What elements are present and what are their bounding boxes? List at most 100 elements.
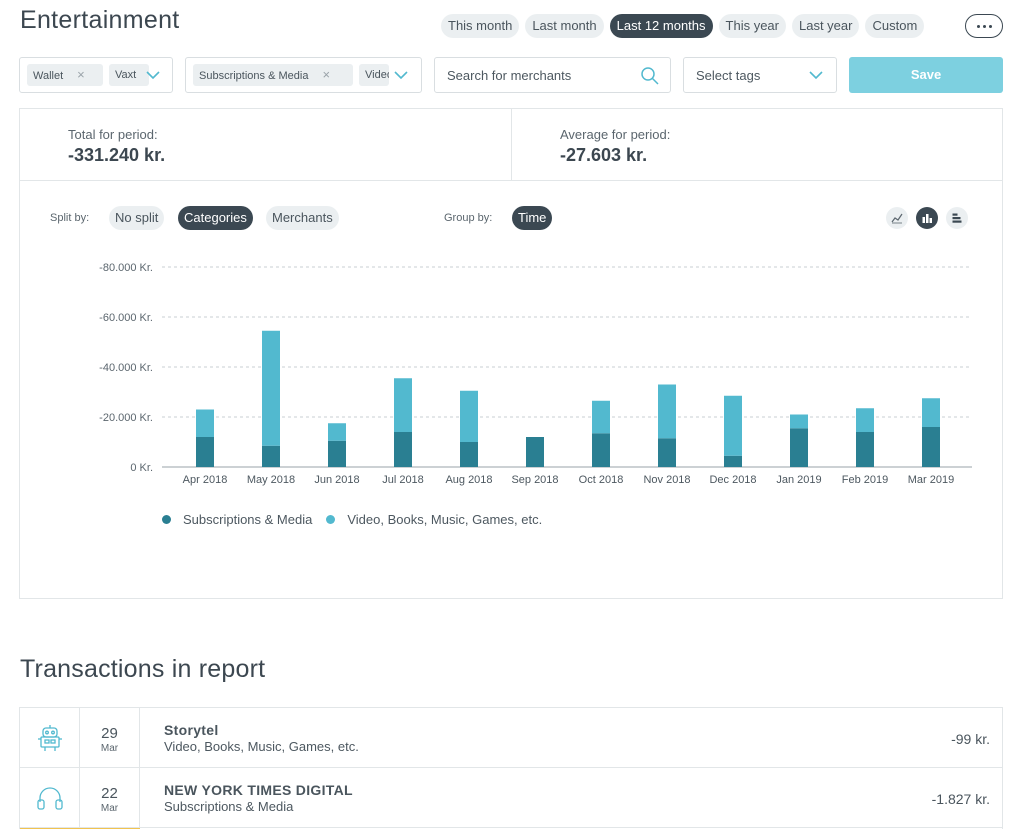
- y-tick-label: -80.000 Kr.: [99, 262, 153, 274]
- group-time[interactable]: Time: [512, 206, 553, 230]
- x-tick-label: Aug 2018: [445, 474, 492, 486]
- x-tick-label: Feb 2019: [842, 474, 888, 486]
- close-icon[interactable]: ×: [322, 67, 331, 82]
- x-tick-label: Sep 2018: [511, 474, 558, 486]
- legend-dot: [162, 515, 171, 524]
- legend-dot: [326, 515, 336, 524]
- x-tick-label: Jun 2018: [314, 474, 359, 486]
- transaction-category: Subscriptions & Media: [164, 799, 294, 814]
- headphones-icon: [20, 768, 80, 827]
- period-last-month[interactable]: Last month: [525, 14, 604, 38]
- bar-video-oct-2018: [592, 400, 610, 434]
- chip-label: Subscriptions & Media: [199, 70, 309, 82]
- x-tick-label: Nov 2018: [643, 474, 690, 486]
- bar-subscriptions-mar-2019: [922, 427, 940, 467]
- total-value: -331.240 kr.: [68, 145, 166, 165]
- split-by-label: Split by:: [50, 212, 90, 224]
- transaction-merchant: NEW YORK TIMES DIGITAL: [164, 782, 353, 798]
- transaction-day: 29: [101, 725, 118, 742]
- legend-label: Subscriptions & Media: [183, 512, 313, 527]
- account-chip-wallet[interactable]: Wallet ×: [27, 64, 103, 86]
- period-last-12-months[interactable]: Last 12 months: [609, 14, 713, 38]
- dot-icon: [976, 24, 980, 28]
- transaction-category: Video, Books, Music, Games, etc.: [164, 739, 359, 754]
- bar-subscriptions-jan-2019: [790, 428, 808, 467]
- table-row[interactable]: 22 Mar NEW YORK TIMES DIGITAL Subscripti…: [19, 768, 1003, 828]
- group-by-label: Group by:: [444, 212, 493, 224]
- bar-video-mar-2019: [922, 398, 940, 427]
- report-panel: Total for period: -331.240 kr. Average f…: [19, 108, 1003, 599]
- x-tick-label: Oct 2018: [579, 474, 624, 486]
- y-tick-label: -20.000 Kr.: [99, 412, 153, 424]
- close-icon[interactable]: ×: [77, 67, 85, 82]
- transaction-month: Mar: [100, 803, 119, 814]
- line-chart-icon[interactable]: [886, 207, 908, 229]
- average-label: Average for period:: [560, 127, 671, 142]
- chevron-down-icon[interactable]: [145, 68, 161, 82]
- bar-subscriptions-jun-2018: [328, 440, 346, 467]
- period-this-month[interactable]: This month: [441, 14, 520, 38]
- transaction-day: 22: [101, 785, 118, 802]
- bar-subscriptions-aug-2018: [460, 442, 478, 467]
- period-custom[interactable]: Custom: [865, 14, 925, 38]
- bar-subscriptions-oct-2018: [592, 433, 610, 467]
- transactions-title: Transactions in report: [20, 655, 266, 683]
- legend-item-subscriptions[interactable]: Subscriptions & Media: [162, 512, 312, 527]
- bar-video-apr-2018: [196, 409, 214, 437]
- legend-item-video[interactable]: Video, Books, Music, Games, etc.: [326, 512, 542, 527]
- horizontal-bar-chart-icon[interactable]: [946, 207, 968, 229]
- search-placeholder: Search for merchants: [447, 68, 572, 83]
- more-options-button[interactable]: [965, 14, 1003, 38]
- account-filter[interactable]: Wallet × Vaxt: [19, 57, 173, 93]
- dot-icon: [988, 24, 992, 28]
- x-tick-label: Mar 2019: [908, 474, 954, 486]
- x-tick-label: Dec 2018: [709, 474, 756, 486]
- bar-video-dec-2018: [724, 395, 742, 456]
- y-tick-label: 0 Kr.: [130, 462, 153, 474]
- x-tick-label: Jul 2018: [382, 474, 424, 486]
- x-tick-label: Apr 2018: [183, 474, 228, 486]
- bar-video-aug-2018: [460, 390, 478, 442]
- transaction-month: Mar: [100, 743, 119, 754]
- legend-label: Video, Books, Music, Games, etc.: [347, 512, 543, 527]
- split-merchants[interactable]: Merchants: [266, 206, 339, 230]
- category-chip-subscriptions[interactable]: Subscriptions & Media ×: [193, 64, 353, 86]
- bar-video-jun-2018: [328, 423, 346, 441]
- category-filter[interactable]: Subscriptions & Media × Video: [185, 57, 422, 93]
- chip-label: Vaxt: [115, 69, 137, 81]
- tags-select[interactable]: Select tags: [683, 57, 837, 93]
- x-tick-label: Jan 2019: [776, 474, 821, 486]
- tags-placeholder: Select tags: [696, 68, 761, 83]
- bar-subscriptions-sep-2018: [526, 437, 544, 467]
- account-chip-vaxt[interactable]: Vaxt: [109, 64, 149, 86]
- stats-summary: Total for period: -331.240 kr. Average f…: [20, 109, 1002, 181]
- bar-chart-icon[interactable]: [916, 207, 938, 229]
- bar-subscriptions-apr-2018: [196, 437, 214, 467]
- y-tick-label: -60.000 Kr.: [99, 312, 153, 324]
- transaction-amount: -99 kr.: [951, 731, 990, 747]
- divider: [511, 109, 512, 181]
- dot-icon: [982, 24, 986, 28]
- chip-label: Wallet: [33, 70, 64, 82]
- period-last-year[interactable]: Last year: [792, 14, 860, 38]
- robot-icon: [20, 708, 80, 767]
- transaction-merchant: Storytel: [164, 722, 219, 738]
- x-tick-label: May 2018: [247, 474, 295, 486]
- merchant-search-input[interactable]: Search for merchants: [434, 57, 671, 93]
- bar-video-nov-2018: [658, 384, 676, 439]
- table-row[interactable]: 29 Mar Storytel Video, Books, Music, Gam…: [19, 708, 1003, 768]
- bar-subscriptions-may-2018: [262, 445, 280, 467]
- bar-subscriptions-nov-2018: [658, 438, 676, 467]
- chevron-down-icon[interactable]: [393, 68, 409, 82]
- search-icon[interactable]: [640, 66, 660, 86]
- y-tick-label: -40.000 Kr.: [99, 362, 153, 374]
- transaction-amount: -1.827 kr.: [931, 791, 990, 807]
- category-chip-video[interactable]: Video: [359, 64, 389, 86]
- save-button[interactable]: Save: [849, 57, 1003, 93]
- bar-video-may-2018: [262, 330, 280, 446]
- period-this-year[interactable]: This year: [718, 14, 786, 38]
- split-categories[interactable]: Categories: [178, 206, 253, 230]
- period-selector: This month Last month Last 12 months Thi…: [441, 14, 925, 38]
- split-no-split[interactable]: No split: [109, 206, 165, 230]
- average-value: -27.603 kr.: [560, 145, 648, 165]
